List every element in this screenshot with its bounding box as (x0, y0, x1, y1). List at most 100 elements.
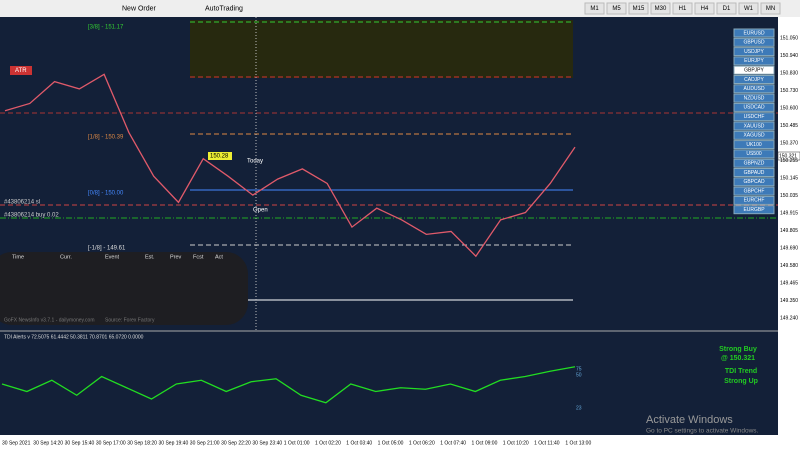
level-label: [3/8] - 151.17 (88, 25, 124, 31)
time-tick: 1 Oct 03:40 (346, 440, 372, 446)
time-tick: 1 Oct 10:20 (503, 440, 529, 446)
time-tick: 1 Oct 09:00 (472, 440, 498, 446)
symbol-label[interactable]: UK100 (746, 142, 762, 148)
price-tick: 149.580 (780, 263, 798, 269)
watermark-subtitle: Go to PC settings to activate Windows. (646, 428, 759, 435)
timeframe-label[interactable]: H4 (701, 6, 709, 12)
symbol-label[interactable]: GBPUSD (743, 40, 765, 46)
symbol-button[interactable] (733, 28, 775, 38)
price-tick: 149.690 (780, 245, 798, 251)
symbol-button[interactable] (733, 65, 775, 75)
timeframe-button[interactable] (584, 2, 605, 15)
symbol-label[interactable]: EURCHF (744, 198, 765, 204)
timeframe-label[interactable]: M15 (633, 6, 645, 12)
symbol-button[interactable] (733, 102, 775, 112)
symbol-button[interactable] (733, 37, 775, 47)
timeframe-button[interactable] (628, 2, 649, 15)
symbol-label[interactable]: XAUUSD (744, 123, 765, 129)
symbol-label[interactable]: EURUSD (743, 30, 765, 36)
symbol-button[interactable] (733, 130, 775, 140)
price-tick: 150.255 (780, 158, 798, 164)
symbol-label[interactable]: GBPCHF (744, 188, 765, 194)
time-tick: 30 Sep 17:00 (96, 440, 126, 446)
time-tick: 30 Sep 19:40 (159, 440, 189, 446)
timeframe-button[interactable] (716, 2, 737, 15)
price-tick: 149.350 (780, 298, 798, 304)
price-tick: 150.730 (780, 88, 798, 94)
symbol-label[interactable]: AUDUSD (743, 86, 765, 92)
price-tick: 151.050 (780, 35, 798, 41)
symbol-label[interactable]: USDCHF (744, 114, 765, 120)
news-header: Time (12, 254, 24, 260)
symbol-button[interactable] (733, 93, 775, 103)
time-tick: 1 Oct 02:20 (315, 440, 341, 446)
generated: M1 M5 M15 M30 H1 H4 D1 W1 MN EURUSD GBPUSD USDJPY EU… (1, 2, 798, 446)
news-header: Fcst (193, 254, 204, 260)
watermark-title: Activate Windows (646, 414, 733, 426)
price-tick: 150.485 (780, 123, 798, 129)
timeframe-label[interactable]: D1 (723, 6, 731, 12)
timeframe-label[interactable]: M1 (590, 6, 599, 12)
level-label: [-1/8] - 149.61 (88, 246, 126, 252)
signal: Strong Up (724, 378, 758, 385)
symbol-label[interactable]: XAGUSD (743, 133, 765, 139)
time-tick: 1 Oct 11:40 (534, 440, 560, 446)
timeframe-button[interactable] (738, 2, 759, 15)
symbol-label[interactable]: EURJPY (744, 58, 764, 64)
timeframe-button[interactable] (694, 2, 715, 15)
timeframe-button[interactable] (760, 2, 781, 15)
symbol-label[interactable]: GBPCAD (743, 179, 765, 185)
symbol-label[interactable]: GBPNZD (744, 161, 765, 167)
atr-label: ATR (15, 68, 27, 74)
symbol-button[interactable] (733, 149, 775, 159)
timeframe-label[interactable]: MN (766, 6, 775, 12)
price-tick: 150.600 (780, 105, 798, 111)
symbol-label[interactable]: GBPAUD (744, 170, 765, 176)
news-header: Event (105, 254, 120, 260)
symbol-button[interactable] (733, 158, 775, 168)
today-label: Today (247, 159, 263, 165)
price-tick: 150.830 (780, 70, 798, 76)
symbol-label[interactable]: GBPJPY (744, 68, 764, 74)
symbol-button[interactable] (733, 168, 775, 177)
price-axis-bg (778, 17, 800, 435)
timeframe-label[interactable]: M30 (655, 6, 667, 12)
symbol-label[interactable]: USDJPY (744, 49, 764, 55)
symbol-label[interactable]: NZDUSD (744, 95, 765, 101)
symbol-button[interactable] (733, 186, 775, 196)
symbol-button[interactable] (733, 56, 775, 66)
news-header: Prev (170, 254, 182, 260)
price-tick: 149.465 (780, 280, 798, 286)
symbol-button[interactable] (733, 195, 775, 205)
timeframe-label[interactable]: M5 (612, 6, 621, 12)
auto-trading[interactable]: AutoTrading (205, 5, 243, 12)
symbol-button[interactable] (733, 177, 775, 187)
new-order[interactable]: New Order (122, 5, 157, 12)
zone-box (190, 20, 573, 78)
timeframe-button[interactable] (672, 2, 693, 15)
price-box-label: 150.28 (210, 154, 229, 160)
timeframe-button[interactable] (606, 2, 627, 15)
symbol-button[interactable] (733, 47, 775, 57)
timeframe-label[interactable]: W1 (744, 6, 754, 12)
timeframe-button[interactable] (650, 2, 671, 15)
time-tick: 30 Sep 23:40 (252, 440, 282, 446)
symbol-button[interactable] (733, 121, 775, 131)
symbol-label[interactable]: USDCAD (743, 105, 765, 111)
symbol-button[interactable] (733, 84, 775, 94)
price-line (4, 73, 576, 258)
symbol-button[interactable] (733, 112, 775, 122)
symbol-button[interactable] (733, 140, 775, 150)
symbol-label[interactable]: EURGBP (743, 207, 765, 213)
timeframe-label[interactable]: H1 (679, 6, 687, 12)
news-source: Source: Forex Factory (105, 317, 155, 323)
time-tick: 30 Sep 2021 (2, 440, 31, 446)
symbol-label[interactable]: CADJPY (744, 77, 764, 83)
tdi-title: TDI Alerts v 72.5075 61.4442 50.3811 70.… (4, 334, 144, 340)
open-label: Open (253, 208, 268, 214)
atr-box (10, 66, 32, 75)
symbol-button[interactable] (733, 75, 775, 84)
symbol-button[interactable] (733, 205, 775, 215)
symbol-label[interactable]: US500 (746, 151, 762, 157)
